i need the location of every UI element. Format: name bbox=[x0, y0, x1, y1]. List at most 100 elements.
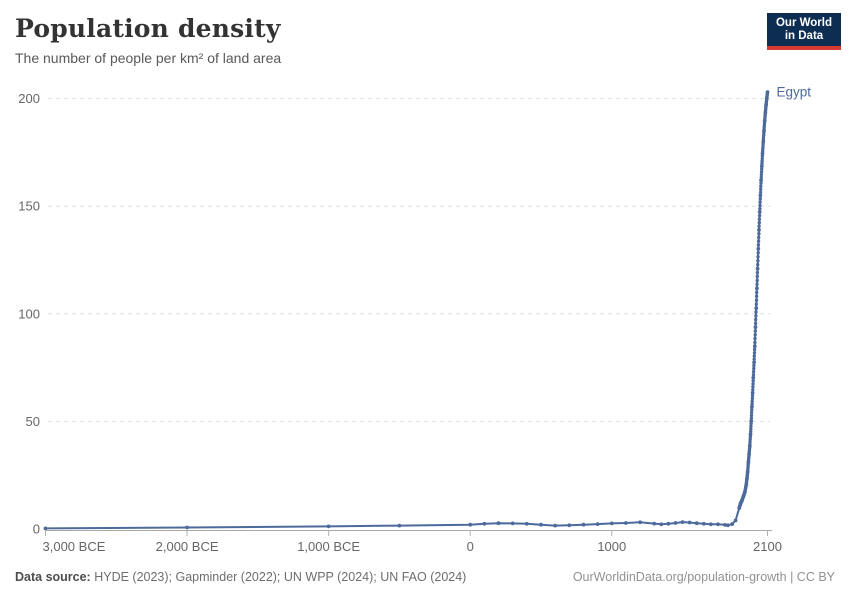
data-point-marker bbox=[757, 221, 761, 225]
data-point-marker bbox=[609, 521, 614, 526]
data-point-marker bbox=[754, 302, 758, 306]
owid-logo-line2: in Data bbox=[784, 29, 824, 42]
data-point-marker bbox=[754, 317, 758, 322]
data-point-marker bbox=[510, 521, 515, 526]
data-point-marker bbox=[757, 235, 761, 240]
data-point-marker bbox=[539, 522, 543, 527]
data-point-marker bbox=[716, 522, 720, 527]
data-point-marker bbox=[752, 360, 756, 365]
data-source-label: Data source: bbox=[15, 570, 91, 584]
y-axis-tick-label: 0 bbox=[33, 522, 40, 537]
data-point-marker bbox=[753, 336, 757, 341]
data-point-marker bbox=[652, 521, 657, 526]
data-point-marker bbox=[758, 197, 762, 201]
entity-label-egypt[interactable]: Egypt bbox=[775, 83, 813, 101]
data-point-marker bbox=[730, 522, 734, 526]
data-point-marker bbox=[751, 369, 756, 374]
series-line-egypt[interactable] bbox=[44, 91, 769, 530]
data-point-marker bbox=[751, 373, 756, 377]
data-point-marker bbox=[757, 232, 761, 236]
data-point-marker bbox=[709, 522, 713, 527]
data-point-marker bbox=[757, 213, 762, 218]
data-point-marker bbox=[754, 306, 759, 311]
data-point-marker bbox=[757, 228, 761, 232]
data-point-marker bbox=[638, 520, 642, 525]
x-axis-tick-label: 2100 bbox=[753, 539, 782, 554]
data-point-marker bbox=[751, 382, 755, 386]
data-point-marker bbox=[397, 523, 402, 528]
data-point-marker bbox=[755, 270, 760, 275]
data-source-text: HYDE (2023); Gapminder (2022); UN WPP (2… bbox=[90, 570, 467, 584]
owid-url-license[interactable]: OurWorldinData.org/population-growth | C… bbox=[572, 570, 835, 584]
data-point-marker bbox=[726, 523, 730, 528]
data-point-marker bbox=[759, 181, 763, 185]
data-point-marker bbox=[756, 262, 760, 267]
data-point-marker bbox=[185, 525, 190, 530]
data-point-marker bbox=[754, 314, 758, 318]
data-point-marker bbox=[761, 144, 765, 149]
data-point-marker bbox=[733, 518, 738, 523]
chart-footer: Data source: HYDE (2023); Gapminder (202… bbox=[15, 570, 835, 584]
data-point-marker bbox=[750, 393, 755, 398]
data-point-marker bbox=[750, 399, 754, 403]
data-point-marker bbox=[749, 410, 754, 415]
data-point-marker bbox=[760, 167, 764, 171]
x-axis-tick-label: 0 bbox=[467, 539, 474, 554]
y-axis-tick-label: 100 bbox=[18, 306, 40, 321]
data-point-marker bbox=[757, 217, 762, 221]
y-axis-tick-label: 200 bbox=[18, 91, 40, 106]
data-point-marker bbox=[752, 363, 756, 368]
data-point-marker bbox=[659, 522, 664, 527]
data-point-marker bbox=[553, 523, 557, 528]
data-point-marker bbox=[496, 521, 501, 526]
data-point-marker bbox=[755, 278, 759, 283]
data-point-marker bbox=[750, 404, 754, 409]
data-point-marker bbox=[752, 357, 756, 361]
x-axis-tick-label: 3,000 BCE bbox=[43, 539, 106, 554]
data-point-marker bbox=[751, 388, 755, 392]
data-point-marker bbox=[756, 251, 760, 255]
owid-logo-line1: Our World bbox=[775, 16, 832, 29]
data-point-marker bbox=[758, 207, 762, 211]
data-point-marker bbox=[581, 522, 586, 527]
data-point-marker bbox=[758, 190, 763, 195]
data-point-marker bbox=[749, 427, 753, 431]
data-point-marker bbox=[753, 340, 757, 345]
chart-subtitle: The number of people per km² of land are… bbox=[15, 50, 282, 66]
data-point-marker bbox=[753, 333, 757, 337]
data-point-marker bbox=[751, 379, 755, 383]
data-point-marker bbox=[680, 520, 685, 524]
data-point-marker bbox=[749, 413, 754, 417]
data-point-marker bbox=[759, 164, 764, 169]
x-axis-tick-label: 1000 bbox=[597, 539, 626, 554]
data-point-marker bbox=[753, 325, 758, 329]
data-point-marker bbox=[753, 329, 757, 333]
data-point-marker bbox=[755, 290, 759, 295]
owid-logo[interactable]: Our World in Data bbox=[767, 13, 841, 50]
data-point-marker bbox=[759, 175, 763, 180]
data-point-marker bbox=[756, 246, 761, 251]
data-point-marker bbox=[750, 402, 754, 406]
data-point-marker bbox=[756, 239, 761, 243]
data-point-marker bbox=[595, 522, 600, 526]
data-point-marker bbox=[752, 347, 757, 352]
data-point-marker bbox=[752, 354, 756, 358]
data-point-marker bbox=[752, 344, 757, 349]
data-point-marker bbox=[756, 259, 760, 263]
data-point-marker bbox=[751, 375, 756, 380]
data-point-marker bbox=[755, 282, 759, 287]
data-point-marker bbox=[759, 184, 763, 188]
data-point-marker bbox=[757, 210, 762, 214]
data-point-marker bbox=[756, 243, 761, 247]
data-point-marker bbox=[750, 390, 755, 395]
data-point-marker bbox=[759, 170, 764, 174]
data-point-marker bbox=[749, 429, 753, 434]
data-point-marker bbox=[760, 161, 764, 166]
data-point-marker bbox=[694, 521, 699, 526]
data-point-marker bbox=[755, 266, 760, 271]
data-point-marker bbox=[765, 90, 770, 94]
data-point-marker bbox=[673, 521, 678, 525]
chart-title: Population density bbox=[15, 14, 281, 43]
